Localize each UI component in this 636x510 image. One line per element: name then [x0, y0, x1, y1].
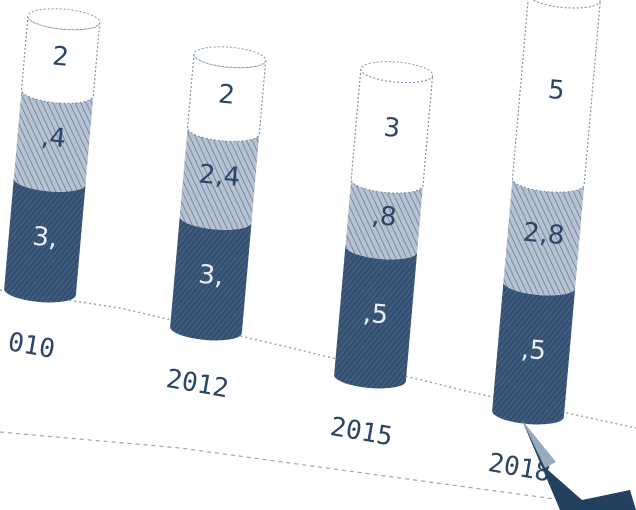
bar-segment-middle-2018	[503, 178, 585, 296]
data-label-bottom-2018: ,5	[520, 334, 547, 366]
bar-segment-bottom-2010	[4, 178, 86, 303]
column-2012: 3, 2,4 2	[170, 46, 267, 341]
data-label-top-2010: 2	[51, 41, 70, 72]
column-cap-2012	[193, 46, 267, 69]
column-cap-2018	[528, 0, 601, 9]
data-label-bottom-2012: 3,	[197, 260, 224, 292]
page-rule-line	[0, 431, 636, 510]
data-label-middle-2018: 2,8	[522, 218, 566, 251]
column-cap-2015	[360, 61, 434, 84]
bar-segment-top-2012	[186, 54, 267, 142]
bar-segment-middle-2015	[345, 179, 423, 260]
x-tick-label-2015: 2015	[328, 412, 395, 452]
bar-segment-bottom-2015	[334, 245, 418, 389]
x-tick-label-2012: 2012	[164, 364, 231, 404]
data-label-top-2012: 2	[217, 79, 236, 110]
column-2015: ,5 ,8 3	[334, 61, 434, 389]
bar-segment-middle-2012	[179, 127, 260, 230]
column-cap-2010	[27, 8, 101, 31]
data-label-middle-2010: ,4	[40, 122, 67, 154]
data-label-top-2015: 3	[382, 113, 401, 144]
data-label-middle-2012: 2,4	[198, 159, 242, 192]
x-axis-baseline	[0, 289, 636, 429]
data-label-middle-2015: ,8	[370, 201, 397, 233]
data-label-bottom-2010: 3,	[31, 222, 58, 254]
pen-nib-icon	[522, 420, 556, 468]
column-2010: 3, ,4 2	[4, 8, 101, 303]
column-2018: ,5 2,8 5	[492, 0, 601, 425]
data-label-top-2018: 5	[547, 75, 566, 106]
bar-segment-middle-2010	[13, 89, 94, 192]
bar-segment-bottom-2012	[170, 216, 252, 341]
bar-segment-bottom-2018	[492, 281, 576, 425]
x-tick-label-2010: 010	[6, 327, 57, 365]
data-label-bottom-2015: ,5	[362, 298, 389, 330]
pen-tip-icon	[522, 420, 636, 510]
bar-segment-top-2010	[20, 16, 101, 104]
